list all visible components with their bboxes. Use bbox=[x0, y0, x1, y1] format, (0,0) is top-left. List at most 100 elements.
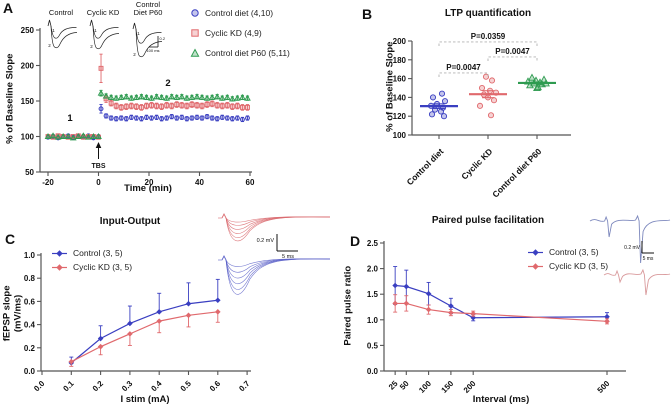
panel-b-chart: 100 120 140 160 180 200 Control diet Cyclic KDC… bbox=[393, 32, 571, 200]
svg-text:2.0: 2.0 bbox=[367, 265, 379, 274]
panel-d-label: D bbox=[350, 233, 361, 249]
svg-text:0.2: 0.2 bbox=[160, 36, 166, 41]
svg-text:2: 2 bbox=[133, 52, 136, 57]
svg-text:0.4: 0.4 bbox=[24, 321, 36, 330]
svg-text:500: 500 bbox=[596, 379, 612, 395]
svg-text:P=0.0047: P=0.0047 bbox=[495, 47, 530, 56]
svg-text:2: 2 bbox=[165, 78, 170, 89]
svg-text:1.0: 1.0 bbox=[24, 251, 36, 260]
legend-label: Cyclic KD (3, 5) bbox=[549, 261, 609, 271]
svg-text:180: 180 bbox=[393, 56, 407, 65]
svg-text:100: 100 bbox=[417, 379, 433, 395]
legend-label: Control diet (4,10) bbox=[205, 8, 274, 18]
panel-a-xlabel: Time (min) bbox=[124, 183, 172, 194]
svg-text:1: 1 bbox=[94, 28, 97, 33]
svg-text:2: 2 bbox=[90, 44, 93, 49]
line-diamond-marker-icon bbox=[528, 248, 543, 256]
svg-text:Control diet P60: Control diet P60 bbox=[490, 146, 543, 199]
panel-d-ylabel: Paired pulse ratio bbox=[342, 265, 354, 346]
svg-text:1.0: 1.0 bbox=[367, 316, 379, 325]
panel-b-ylabel: % of Baseline Slope bbox=[384, 41, 396, 132]
svg-text:50: 50 bbox=[25, 168, 34, 177]
legend-label: Cyclic KD (3, 5) bbox=[73, 262, 133, 272]
svg-text:50: 50 bbox=[398, 379, 411, 392]
panel-c-xlabel: I stim (mA) bbox=[120, 394, 170, 405]
legend-item-cyclic-kd: Cyclic KD (4,9) bbox=[190, 27, 290, 39]
svg-text:40: 40 bbox=[195, 178, 204, 187]
panel-b-label: B bbox=[362, 6, 373, 22]
svg-text:0.3: 0.3 bbox=[120, 379, 135, 394]
inset-label-control-diet-p60: Control Diet P60 bbox=[133, 0, 163, 18]
legend-item-control-diet: Control diet (4,10) bbox=[190, 7, 290, 19]
svg-text:0.0: 0.0 bbox=[24, 367, 36, 376]
panel-d-title: Paired pulse facilitation bbox=[431, 215, 545, 226]
panel-c: C Input-Output fEPSP slope (mV/ms) I sti… bbox=[0, 205, 336, 411]
svg-text:200: 200 bbox=[21, 62, 35, 71]
svg-text:160: 160 bbox=[393, 75, 407, 84]
legend-label: Control (3, 5) bbox=[73, 248, 123, 258]
svg-text:0.0: 0.0 bbox=[367, 367, 379, 376]
panel-c-title: Input-Output bbox=[99, 216, 161, 227]
svg-text:60: 60 bbox=[246, 178, 255, 187]
legend-label: Control diet P60 (5,11) bbox=[205, 48, 290, 58]
svg-text:0.2 mV: 0.2 mV bbox=[257, 238, 275, 244]
svg-text:5 ms: 5 ms bbox=[643, 256, 654, 262]
legend-item-control: Control (3, 5) bbox=[52, 247, 132, 259]
svg-text:100: 100 bbox=[393, 131, 407, 140]
line-diamond-marker-icon bbox=[52, 249, 67, 257]
svg-text:0.8: 0.8 bbox=[24, 274, 36, 283]
open-square-marker-icon bbox=[191, 29, 199, 37]
panel-b: B LTP quantification % of Baseline Slope… bbox=[336, 0, 672, 205]
panel-a-ylabel: % of Baseline Slope bbox=[4, 53, 16, 144]
svg-text:20: 20 bbox=[145, 178, 154, 187]
svg-text:2.5: 2.5 bbox=[367, 239, 379, 248]
panel-a: A % of Baseline Slope Time (min) Control… bbox=[0, 0, 336, 205]
svg-text:P=0.0359: P=0.0359 bbox=[471, 32, 506, 41]
svg-text:-20: -20 bbox=[42, 178, 54, 187]
panel-a-label: A bbox=[3, 0, 14, 16]
svg-text:P=0.0047: P=0.0047 bbox=[446, 63, 481, 72]
panel-a-chart: 50 100 150 200 250 -20 0 20 40 60 1 2 TBS 1 2 1 2 1 2 0.2 10… bbox=[21, 19, 255, 187]
svg-text:Cyclic KD: Cyclic KD bbox=[459, 146, 494, 181]
panel-a-legend: Control diet (4,10) Cyclic KD (4,9) Cont… bbox=[190, 7, 290, 67]
svg-text:250: 250 bbox=[21, 26, 35, 35]
svg-text:120: 120 bbox=[393, 112, 407, 121]
svg-text:140: 140 bbox=[393, 93, 407, 102]
svg-text:0.5: 0.5 bbox=[367, 341, 379, 350]
svg-text:1: 1 bbox=[137, 31, 140, 36]
legend-item-control-diet-p60: Control diet P60 (5,11) bbox=[190, 47, 290, 59]
svg-text:200: 200 bbox=[393, 37, 407, 46]
svg-text:0.2 mV: 0.2 mV bbox=[624, 245, 641, 251]
panel-d-legend: Control (3, 5) Cyclic KD (3, 5) bbox=[528, 246, 608, 274]
open-circle-marker-icon bbox=[191, 9, 199, 17]
inset-label-cyclic-kd: Cyclic KD bbox=[86, 8, 120, 17]
svg-text:1.5: 1.5 bbox=[367, 290, 379, 299]
svg-text:Control diet: Control diet bbox=[405, 146, 446, 187]
svg-text:100 ms: 100 ms bbox=[146, 48, 159, 53]
svg-text:2: 2 bbox=[48, 43, 51, 48]
legend-item-control: Control (3, 5) bbox=[528, 246, 608, 258]
panel-d-xlabel: Interval (ms) bbox=[472, 394, 530, 405]
panel-c-chart: 0.0 0.2 0.4 0.6 0.8 1.0 0.0 0.1 0.2 0.3 0.4 0.5 0.6 0… bbox=[24, 213, 331, 394]
svg-text:150: 150 bbox=[440, 379, 456, 395]
svg-text:0.0: 0.0 bbox=[32, 379, 47, 394]
legend-label: Control (3, 5) bbox=[549, 247, 599, 257]
svg-text:TBS: TBS bbox=[92, 163, 106, 170]
svg-text:0: 0 bbox=[96, 178, 101, 187]
legend-label: Cyclic KD (4,9) bbox=[205, 28, 262, 38]
panel-c-label: C bbox=[5, 231, 16, 247]
svg-text:0.6: 0.6 bbox=[24, 297, 36, 306]
legend-item-cyclic-kd: Cyclic KD (3, 5) bbox=[528, 260, 608, 272]
svg-text:150: 150 bbox=[21, 97, 35, 106]
svg-text:0.7: 0.7 bbox=[237, 379, 252, 394]
inset-label-control: Control bbox=[48, 8, 74, 17]
svg-text:0.4: 0.4 bbox=[149, 379, 164, 394]
svg-text:0.2: 0.2 bbox=[91, 379, 106, 394]
line-diamond-marker-icon bbox=[528, 262, 543, 270]
svg-text:5 ms: 5 ms bbox=[282, 254, 294, 260]
svg-text:0.2: 0.2 bbox=[24, 344, 36, 353]
svg-text:0.6: 0.6 bbox=[208, 379, 223, 394]
panel-b-title: LTP quantification bbox=[444, 8, 532, 19]
